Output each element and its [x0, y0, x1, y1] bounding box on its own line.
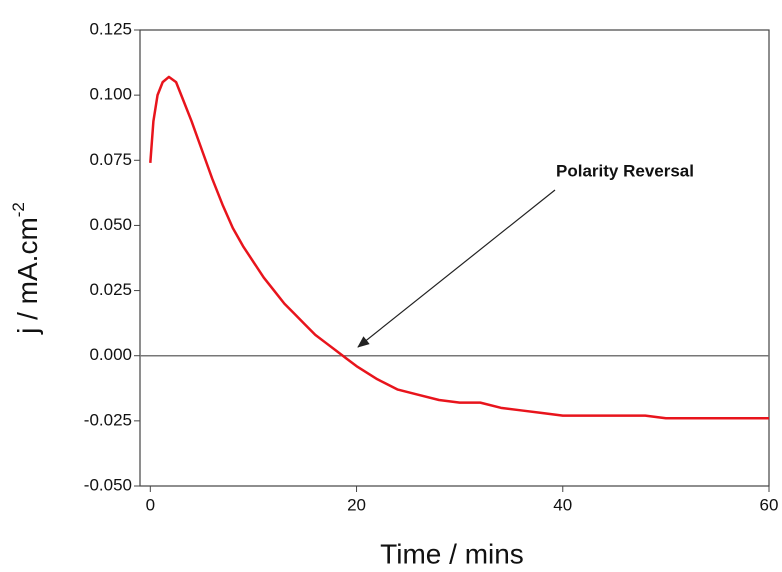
- plot-frame: [139, 29, 770, 487]
- y-axis-title-sup: -2: [9, 202, 28, 217]
- y-tick-label: -0.050: [84, 475, 132, 494]
- y-axis-title-text: j / mA.cm: [12, 217, 43, 335]
- annotation: Polarity Reversal: [556, 161, 694, 180]
- x-axis-title: Time / mins: [380, 538, 524, 569]
- x-tick-label: 0: [146, 495, 155, 514]
- y-tick-label: 0.125: [89, 19, 132, 38]
- x-tick-label: 40: [553, 495, 572, 514]
- y-tick-label: -0.025: [84, 410, 132, 429]
- x-tick-label: 20: [347, 495, 366, 514]
- y-axis-title: j / mA.cm-2: [9, 202, 43, 335]
- y-tick-label: 0.075: [89, 150, 132, 169]
- y-tick-label: 0.025: [89, 280, 132, 299]
- y-tick-label: 0.000: [89, 345, 132, 364]
- y-tick-label: 0.050: [89, 215, 132, 234]
- annotation-arrow: [357, 189, 556, 348]
- data-line: [149, 75, 769, 420]
- y-tick-label: 0.100: [89, 85, 132, 104]
- x-tick-label: 60: [760, 495, 779, 514]
